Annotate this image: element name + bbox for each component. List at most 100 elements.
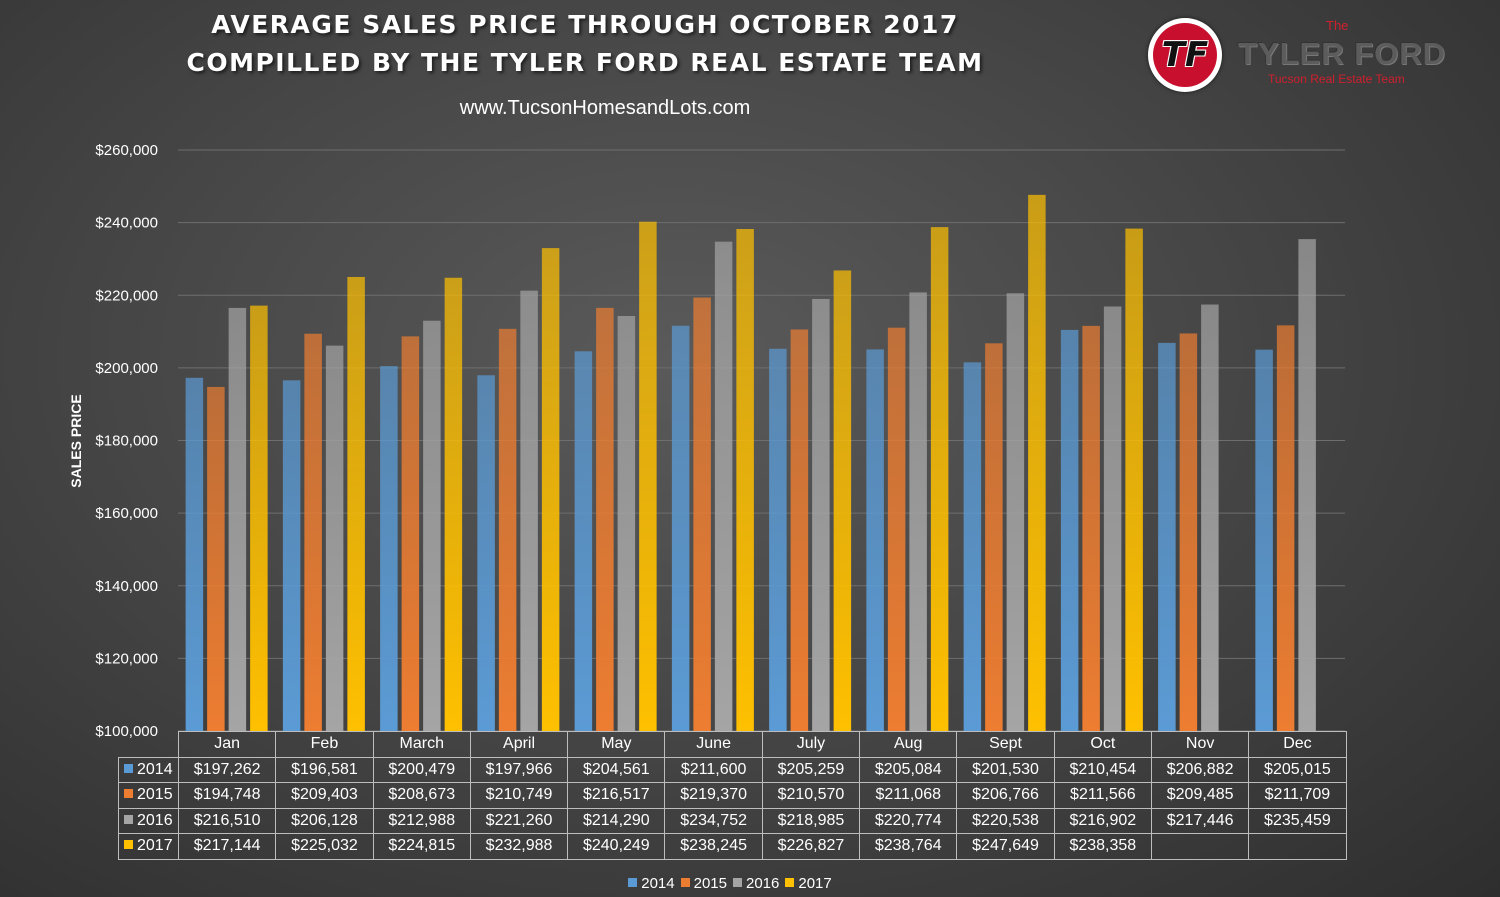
data-label: $205,015: [1248, 756, 1347, 783]
bar-2017-april: [541, 248, 560, 731]
data-label: $210,454: [1053, 756, 1152, 783]
y-tick-label: $160,000: [95, 505, 158, 522]
bar-2016-april: [520, 290, 538, 731]
bar-2016-oct: [1103, 306, 1122, 731]
bar-2014-feb: [282, 380, 301, 731]
data-label: $217,144: [177, 833, 277, 860]
bar-2014-oct: [1060, 329, 1079, 731]
bar-2014-aug: [866, 349, 884, 731]
data-label: $238,764: [859, 833, 958, 860]
bar-2016-jan: [228, 307, 247, 731]
legend-item: 2015: [680, 875, 727, 892]
series-row-label: 2014: [118, 756, 179, 783]
legend-label: 2014: [641, 875, 675, 892]
data-label: $201,530: [956, 756, 1055, 783]
y-tick-label: $220,000: [95, 287, 158, 304]
bar-2016-march: [423, 320, 441, 731]
legend-item: 2016: [733, 875, 779, 892]
data-label: $217,446: [1150, 807, 1250, 834]
legend-swatch: [680, 878, 690, 887]
data-label: $220,774: [859, 807, 958, 834]
bar-2015-april: [498, 328, 517, 731]
bar-2014-march: [380, 366, 398, 731]
bar-2015-oct: [1082, 325, 1100, 731]
legend: 2014 2015 2016 2017: [0, 875, 1460, 892]
x-tick-label: Nov: [1150, 731, 1250, 758]
bar-2015-dec: [1276, 325, 1295, 731]
chart-title: AVERAGE SALES PRICE THROUGH OCTOBER 2017: [211, 10, 959, 39]
bar-2014-jan: [185, 377, 204, 731]
data-label: [1150, 833, 1250, 860]
bar-2015-may: [596, 307, 614, 731]
bar-2016-may: [617, 315, 636, 731]
bar-2015-july: [790, 329, 809, 731]
bar-2017-march: [444, 277, 463, 731]
data-label: $209,403: [275, 782, 374, 809]
bars: [185, 194, 1316, 732]
y-tick-label: $260,000: [95, 142, 158, 159]
tyler-ford-logo: TF The TYLER FORD Tucson Real Estate Tea…: [1140, 14, 1460, 94]
data-label: $206,128: [275, 807, 374, 834]
series-name: 2015: [137, 786, 173, 804]
bar-2016-july: [812, 298, 830, 731]
series-name: 2014: [137, 760, 173, 778]
bar-2016-dec: [1298, 239, 1316, 731]
data-label: $234,752: [664, 807, 763, 834]
series-swatch: [124, 814, 133, 824]
x-tick-label: March: [372, 731, 471, 758]
bar-2017-oct: [1125, 228, 1143, 731]
data-label: $214,290: [567, 807, 666, 834]
logo-tagline: Tucson Real Estate Team: [1268, 72, 1405, 86]
bar-2016-feb: [325, 345, 344, 731]
data-label: $204,561: [567, 756, 666, 783]
series-name: 2017: [137, 837, 173, 855]
y-axis-ticks: $100,000$120,000$140,000$160,000$180,000…: [95, 142, 158, 740]
bar-2014-june: [671, 325, 690, 731]
data-label: $225,032: [275, 833, 374, 860]
bar-2016-sept: [1006, 293, 1025, 731]
data-label: $210,749: [469, 782, 569, 809]
bar-2015-jan: [207, 386, 225, 731]
logo-letters: TF: [1161, 35, 1209, 75]
bar-2014-dec: [1255, 349, 1273, 731]
table-corner: [118, 731, 179, 758]
bar-2015-aug: [887, 327, 906, 731]
x-tick-label: Jan: [177, 731, 277, 758]
data-label: $220,538: [956, 807, 1055, 834]
data-label: $235,459: [1248, 807, 1347, 834]
series-row-label: 2017: [118, 833, 179, 860]
data-label: $194,748: [177, 782, 277, 809]
x-tick-label: Sept: [956, 731, 1055, 758]
legend-swatch: [785, 878, 795, 887]
data-label: $206,766: [956, 782, 1055, 809]
data-label: $216,510: [177, 807, 277, 834]
bar-2014-nov: [1158, 342, 1176, 731]
data-label: $212,988: [372, 807, 471, 834]
data-label: $197,966: [469, 756, 569, 783]
data-label: $211,600: [664, 756, 763, 783]
chart-subtitle: COMPILLED BY THE TYLER FORD REAL ESTATE …: [186, 48, 984, 77]
website-url: www.TucsonHomesandLots.com: [459, 97, 751, 119]
x-tick-label: April: [469, 731, 569, 758]
series-row-label: 2015: [118, 782, 179, 809]
table-header-row: Jan Feb March April May June July Aug Sept Oct Nov…: [118, 731, 1347, 758]
legend-item: 2014: [628, 875, 675, 892]
data-label: $197,262: [177, 756, 277, 783]
data-label: $238,245: [664, 833, 763, 860]
bar-2016-aug: [909, 292, 927, 731]
table-row: 2014 $197,262 $196,581 $200,479 $197,966 $204…: [118, 756, 1347, 783]
data-table: Jan Feb March April May June July Aug Sept Oct Nov…: [118, 731, 1347, 860]
table-row: 2017 $217,144 $225,032 $224,815 $232,988 $240…: [118, 833, 1347, 860]
data-label: $206,882: [1150, 756, 1250, 783]
data-label: $211,566: [1053, 782, 1152, 809]
y-tick-label: $120,000: [95, 650, 158, 667]
data-label: $210,570: [761, 782, 861, 809]
data-label: $205,084: [859, 756, 958, 783]
x-tick-label: Dec: [1248, 731, 1347, 758]
data-label: $216,902: [1053, 807, 1152, 834]
bar-2017-may: [639, 221, 657, 731]
bar-2016-june: [714, 241, 733, 731]
x-tick-label: Aug: [859, 731, 958, 758]
data-label: $205,259: [761, 756, 861, 783]
